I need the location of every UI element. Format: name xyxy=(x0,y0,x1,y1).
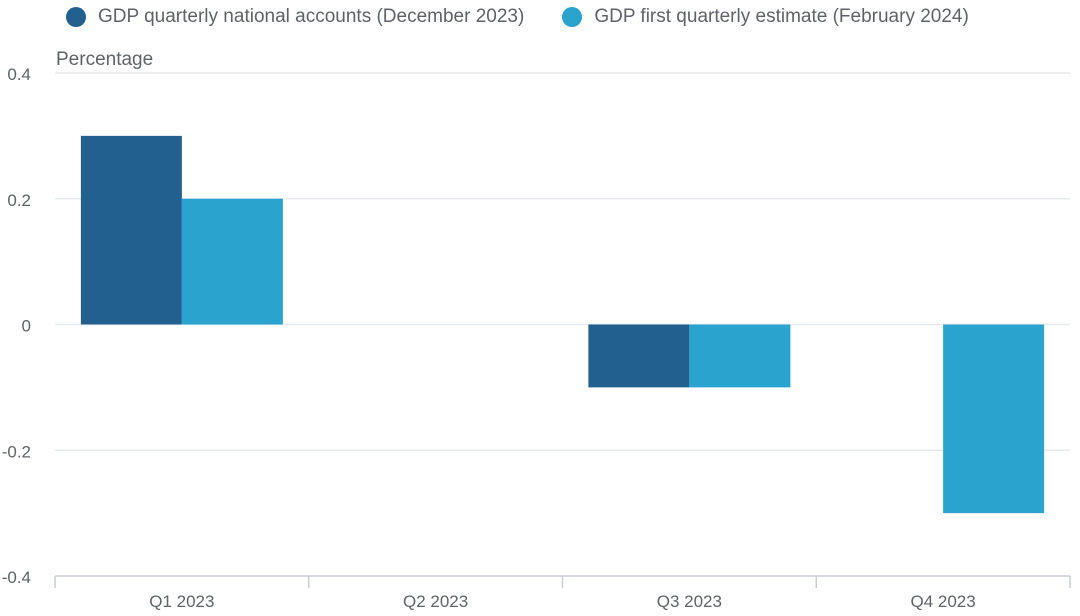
y-tick-label: 0.2 xyxy=(7,191,31,210)
bar-first-estimate-q4-2023 xyxy=(943,324,1045,514)
y-tick-label: -0.2 xyxy=(2,442,31,461)
x-tick-label: Q2 2023 xyxy=(403,592,468,611)
y-tick-label: -0.4 xyxy=(2,568,31,587)
legend-item-first-quarterly-estimate: GDP first quarterly estimate (February 2… xyxy=(562,6,969,28)
bar-first-estimate-q3-2023 xyxy=(689,324,791,388)
bar-national-accounts-q1-2023 xyxy=(80,135,182,325)
y-axis-label: Percentage xyxy=(56,49,154,70)
legend-label-series-2: GDP first quarterly estimate (February 2… xyxy=(594,6,969,27)
legend-dot-series-2 xyxy=(562,7,583,27)
bar-national-accounts-q3-2023 xyxy=(588,324,690,388)
bar-first-estimate-q1-2023 xyxy=(181,198,283,325)
x-tick-label: Q4 2023 xyxy=(911,592,976,611)
x-tick-label: Q3 2023 xyxy=(657,592,722,611)
legend-item-quarterly-national-accounts: GDP quarterly national accounts (Decembe… xyxy=(66,6,524,28)
legend-dot-series-1 xyxy=(66,7,86,27)
y-tick-label: 0.4 xyxy=(7,65,31,84)
legend: GDP quarterly national accounts (Decembe… xyxy=(66,6,1007,28)
y-tick-label: 0 xyxy=(22,317,31,336)
x-tick-label: Q1 2023 xyxy=(149,592,214,611)
legend-label-series-1: GDP quarterly national accounts (Decembe… xyxy=(98,6,525,27)
